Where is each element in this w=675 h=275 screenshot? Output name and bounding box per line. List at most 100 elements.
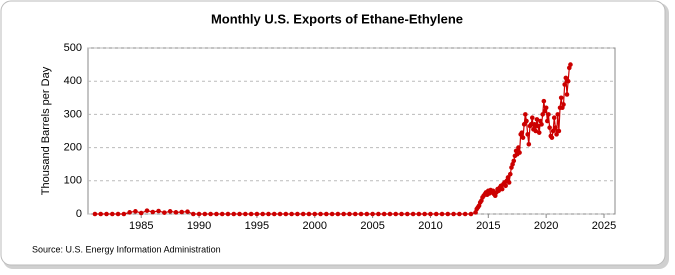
data-point [243,211,248,217]
data-point [225,211,231,217]
data-point [219,211,225,217]
data-point [520,135,526,140]
data-point [539,122,544,127]
data-point [558,95,564,101]
data-point [568,62,573,67]
data-point [248,211,254,217]
data-point [540,112,545,117]
data-point [428,211,433,217]
data-point [547,125,552,130]
data-point [295,211,300,217]
data-point [526,141,532,147]
data-point [324,211,329,217]
data-point [524,118,529,124]
data-point [156,208,161,214]
data-point [376,211,381,217]
x-tick-label: 1995 [245,220,269,232]
data-point [499,186,505,192]
data-point [445,211,451,217]
data-point [523,112,528,117]
data-point [115,211,121,217]
data-point [543,105,549,111]
data-point [306,211,312,217]
data-point [399,211,404,217]
data-point [416,211,422,217]
data-point [185,209,190,214]
data-point [545,118,550,124]
data-point [318,211,323,217]
data-point [541,98,547,104]
x-tick-label: 1985 [129,220,153,232]
data-point [387,211,393,217]
data-point [433,211,439,217]
data-point [214,211,219,217]
data-point [127,210,132,215]
data-point [521,122,527,127]
data-point [439,211,445,217]
data-point [457,211,462,217]
data-point [551,115,557,121]
data-point [283,211,289,217]
data-point [150,209,156,215]
data-point [554,132,559,137]
data-point [370,211,375,217]
data-point [329,211,335,217]
data-point [503,183,508,189]
chart-title: Monthly U.S. Exports of Ethane-Ethylene [211,11,463,26]
y-tick-label: 0 [76,208,82,220]
data-point [98,211,104,217]
data-point [393,211,399,217]
y-tick-label: 100 [64,175,82,187]
y-tick-label: 200 [64,142,82,154]
data-point [364,211,370,217]
data-point [528,122,534,127]
source-note: Source: U.S. Energy Information Administ… [32,244,221,254]
data-point [138,210,144,216]
y-tick-label: 300 [64,108,82,120]
x-tick-label: 1990 [187,220,211,232]
data-point [562,82,567,87]
data-point [277,211,283,217]
data-point [190,211,196,217]
data-point [144,208,150,213]
data-point [173,210,179,215]
data-point [266,211,271,217]
data-point [335,211,341,217]
data-point [104,211,109,217]
data-point [405,211,410,217]
data-point [534,117,540,122]
data-point [179,209,185,215]
x-tick-label: 2010 [418,220,442,232]
data-point [167,209,173,214]
y-tick-label: 400 [64,75,82,87]
data-point [254,211,260,217]
data-point [565,78,571,84]
data-point [564,92,570,97]
x-tick-label: 2005 [360,220,384,232]
data-point [563,75,569,81]
data-point [237,211,242,217]
x-tick-label: 2000 [303,220,327,232]
data-point [260,211,266,217]
data-point [532,122,537,127]
data-point [519,130,525,135]
data-point [468,211,474,217]
data-point [92,211,98,217]
data-point [231,211,237,217]
data-point [549,135,555,140]
data-point [533,128,539,134]
data-point [410,211,416,217]
data-point [550,128,556,134]
data-point [358,211,364,217]
data-point [553,125,558,130]
data-point [517,150,522,155]
data-point [202,211,208,217]
data-point [289,211,294,217]
data-point [561,102,566,107]
data-point [381,211,387,217]
data-point [555,112,561,117]
data-point [162,210,167,215]
y-tick-label: 500 [64,42,82,54]
data-point [462,211,468,217]
